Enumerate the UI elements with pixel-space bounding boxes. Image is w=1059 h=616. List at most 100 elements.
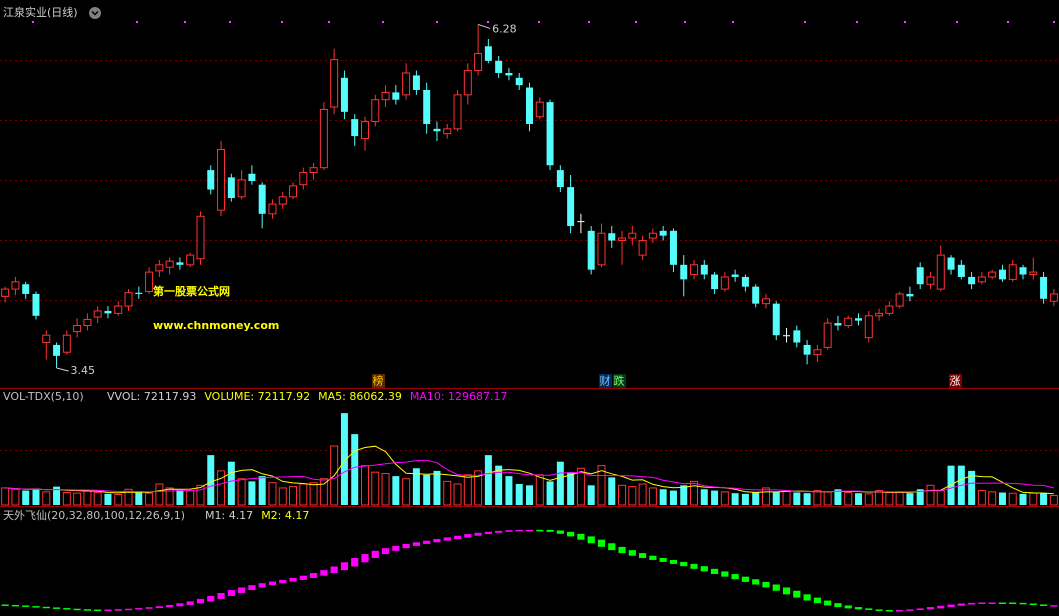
candle-body [505, 72, 513, 76]
signal-dot [804, 21, 806, 23]
band-bar [217, 593, 225, 599]
volume-bar [648, 487, 657, 506]
band-bar [854, 607, 863, 610]
candle-body [618, 237, 627, 242]
volume-bar [207, 455, 215, 505]
volume-bar [62, 492, 71, 506]
candle-body [165, 260, 174, 268]
band-bar [289, 577, 297, 582]
candle-body [145, 271, 154, 293]
volume-bar [885, 492, 894, 506]
candle-body [1, 288, 10, 297]
candle-body [628, 232, 637, 239]
signal-dot [32, 21, 34, 23]
signal-dot [904, 21, 906, 23]
candle-body [638, 240, 647, 256]
volume-bar [351, 434, 359, 505]
band-bar [515, 529, 523, 532]
volume-bar [433, 470, 441, 505]
volume-bar [289, 486, 298, 506]
volume-bar [597, 465, 606, 506]
candle-body [289, 185, 298, 198]
volume-bar [474, 470, 483, 506]
candle-body [608, 233, 616, 241]
band-bar [916, 608, 924, 611]
candle-body [1040, 276, 1048, 299]
band-bar [412, 542, 421, 546]
candle-body [196, 215, 205, 260]
legend-entry: MA10: 129687.17 [410, 390, 508, 403]
candle-body [258, 184, 266, 214]
volume-bar [412, 468, 420, 505]
candle-body [463, 70, 472, 96]
legend-entry: M2: 4.17 [261, 509, 309, 522]
volume-bar [1049, 495, 1058, 506]
max-label: 6.28 [492, 22, 517, 35]
volume-bar [855, 493, 863, 505]
volume-bar [268, 482, 277, 506]
volume-bar [145, 492, 154, 506]
band-bar [423, 540, 431, 544]
band-bar [536, 529, 544, 532]
band-bar [896, 610, 904, 612]
volume-bar [360, 465, 369, 506]
band-bar [155, 606, 163, 609]
volume-bar [741, 493, 749, 505]
menu-icon-arrow[interactable] [91, 10, 99, 16]
band-bar [11, 604, 20, 607]
band-bar [782, 587, 791, 595]
volume-bar [381, 473, 390, 506]
band-bar [371, 550, 379, 558]
min-leader [56, 367, 69, 372]
volume-bar [484, 455, 492, 505]
volume-bar [11, 488, 20, 506]
volume-bar [1008, 492, 1017, 506]
candle-body [772, 303, 780, 336]
candle-body [135, 292, 143, 294]
panel-title: 天外飞仙(20,32,80,100,12,26,9,1) [3, 509, 185, 522]
band-bar [669, 559, 678, 564]
candle-body [711, 274, 719, 290]
band-bar [443, 537, 451, 541]
candle-body [690, 264, 699, 276]
band-bar [484, 531, 492, 535]
volume-bar [526, 485, 533, 505]
band-bar [196, 598, 205, 604]
volume-bar [22, 490, 30, 505]
signal-dot [328, 21, 330, 23]
band-bar [381, 548, 390, 555]
candle-body [443, 128, 452, 135]
candle-body [906, 293, 914, 297]
candle-body [926, 276, 935, 285]
volume-bars [1, 413, 1058, 506]
band-bar [926, 607, 935, 610]
signal-dot [436, 21, 438, 23]
band-bar [145, 607, 153, 609]
candle-body [535, 101, 544, 118]
candle-body [104, 310, 112, 314]
candle-body [813, 349, 822, 356]
volume-bar [505, 476, 513, 505]
volume-bar [844, 492, 853, 506]
band-bar [844, 605, 852, 609]
volume-bar [875, 490, 884, 506]
band-bar [433, 539, 441, 543]
band-bar [474, 532, 482, 536]
band-bar [721, 571, 729, 577]
volume-bar [1040, 492, 1048, 505]
candle-body [936, 254, 945, 290]
volume-bar [968, 470, 976, 505]
candle-body [700, 264, 708, 275]
band-bar [104, 609, 112, 612]
volume-bar [248, 481, 256, 505]
event-badge [599, 374, 612, 388]
candle-body [124, 292, 133, 307]
band-bar [1, 604, 9, 606]
menu-icon[interactable] [89, 7, 101, 19]
menu-icon-circle[interactable] [89, 7, 101, 19]
band-bar [505, 530, 513, 532]
panel-title: VOL-TDX(5,10) [3, 390, 84, 403]
candle-body [515, 77, 523, 86]
volume-bar [104, 493, 112, 505]
band-bar [495, 530, 503, 533]
